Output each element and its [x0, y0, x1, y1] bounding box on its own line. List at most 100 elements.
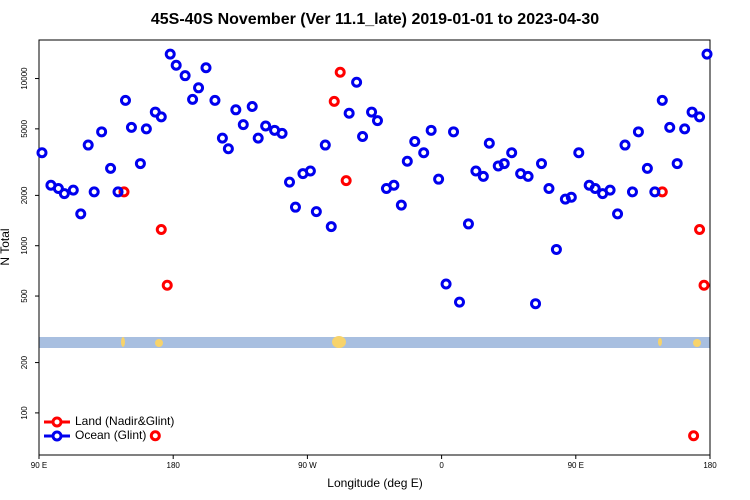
y-axis-label: N Total [0, 228, 12, 265]
y-tick-label: 2000 [20, 186, 29, 204]
point [536, 158, 548, 170]
point [612, 208, 624, 220]
point [58, 188, 70, 200]
point [105, 162, 117, 174]
point [589, 182, 601, 194]
point [334, 66, 346, 78]
point [656, 94, 668, 106]
point [155, 111, 167, 123]
point [200, 62, 212, 74]
x-tick-label: 180 [703, 461, 717, 470]
y-tick-label: 1000 [20, 236, 29, 254]
point [641, 162, 653, 174]
point [237, 119, 249, 131]
point [688, 430, 700, 442]
point [96, 126, 108, 138]
y-tick-label: 200 [20, 355, 29, 369]
point [506, 147, 518, 159]
point [187, 93, 199, 105]
point [319, 139, 331, 151]
point [170, 59, 182, 71]
map-strip [39, 336, 710, 348]
point [694, 224, 706, 236]
point [619, 139, 631, 151]
x-tick-label: 90 E [568, 461, 584, 470]
point [679, 123, 691, 135]
point [36, 147, 48, 159]
point [477, 170, 489, 182]
x-axis-label: Longitude (deg E) [327, 476, 422, 490]
point [530, 298, 542, 310]
point [686, 106, 698, 118]
point [366, 106, 378, 118]
point [230, 104, 242, 116]
point [371, 115, 383, 127]
point [626, 186, 638, 198]
point [340, 175, 352, 187]
point [260, 120, 272, 132]
point [328, 95, 340, 107]
point [701, 48, 713, 60]
point [565, 191, 577, 203]
point [351, 76, 363, 88]
point [418, 147, 430, 159]
point [448, 126, 460, 138]
point [276, 127, 288, 139]
point [409, 136, 421, 148]
point [209, 94, 221, 106]
point [75, 208, 87, 220]
point [694, 111, 706, 123]
point [310, 206, 322, 218]
point [462, 218, 474, 230]
point [82, 139, 94, 151]
point [325, 221, 337, 233]
y-tick-label: 500 [20, 289, 29, 303]
point [395, 199, 407, 211]
point [543, 182, 555, 194]
plot-frame [38, 39, 711, 456]
point [388, 179, 400, 191]
point [149, 430, 161, 442]
point [119, 94, 131, 106]
point [252, 132, 264, 144]
x-tick-label: 180 [167, 461, 181, 470]
y-tick-label: 5000 [20, 119, 29, 137]
point [433, 173, 445, 185]
point [698, 279, 710, 291]
point [440, 278, 452, 290]
point [161, 279, 173, 291]
x-tick-label: 90 E [31, 461, 47, 470]
point [246, 101, 258, 113]
point [88, 186, 100, 198]
chart-title: 45S-40S November (Ver 11.1_late) 2019-01… [151, 11, 599, 28]
point [604, 184, 616, 196]
legend-label: Land (Nadir&Glint) [75, 414, 174, 428]
point [498, 158, 510, 170]
point [649, 186, 661, 198]
point [125, 121, 137, 133]
point [632, 126, 644, 138]
legend-label: Ocean (Glint) [75, 428, 146, 442]
point [216, 132, 228, 144]
point [483, 137, 495, 149]
x-tick-label: 90 W [298, 461, 317, 470]
point [155, 224, 167, 236]
point [425, 124, 437, 136]
point [671, 158, 683, 170]
point [357, 131, 369, 143]
point [453, 296, 465, 308]
point [134, 158, 146, 170]
point [164, 48, 176, 60]
legend-marker [51, 430, 63, 442]
point [289, 201, 301, 213]
point [140, 123, 152, 135]
point [664, 121, 676, 133]
point [284, 176, 296, 188]
legend-marker [51, 416, 63, 428]
x-tick-label: 0 [439, 461, 444, 470]
point [304, 165, 316, 177]
point [343, 107, 355, 119]
point [193, 82, 205, 94]
y-tick-label: 10000 [20, 67, 29, 90]
